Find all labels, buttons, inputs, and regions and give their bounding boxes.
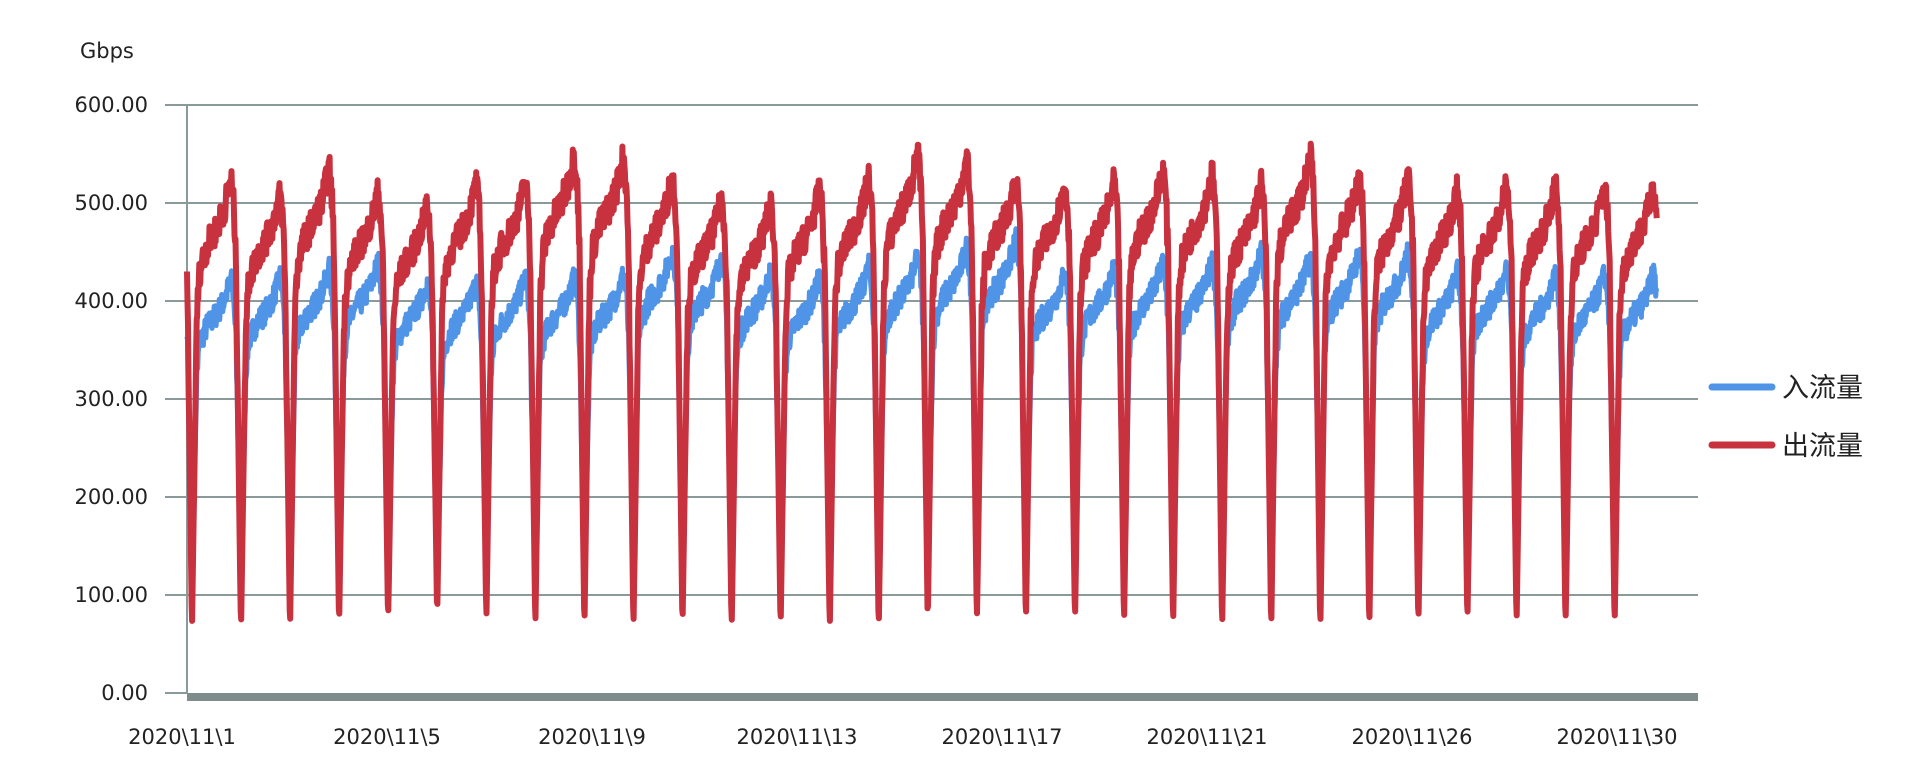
y-tick-label: 500.00 [75,191,148,215]
y-tick-label: 200.00 [75,485,148,509]
x-tick-label: 2020\11\5 [333,725,441,749]
series-line-outbound [184,140,1660,624]
y-axis-unit-label: Gbps [80,39,134,63]
x-tick-label: 2020\11\30 [1556,725,1677,749]
x-tick-label: 2020\11\9 [538,725,646,749]
x-tick-label: 2020\11\21 [1146,725,1267,749]
y-tick-label: 400.00 [75,289,148,313]
y-tick-label: 600.00 [75,93,148,117]
y-tick-label: 0.00 [101,681,148,705]
y-tick-label: 300.00 [75,387,148,411]
x-tick-label: 2020\11\13 [736,725,857,749]
legend-label: 入流量 [1782,373,1863,404]
x-tick-label: 2020\11\1 [128,725,236,749]
y-tick-label: 100.00 [75,583,148,607]
legend-label: 出流量 [1782,431,1863,462]
x-axis-bar [187,693,1698,701]
x-tick-label: 2020\11\26 [1351,725,1472,749]
x-tick-label: 2020\11\17 [941,725,1062,749]
